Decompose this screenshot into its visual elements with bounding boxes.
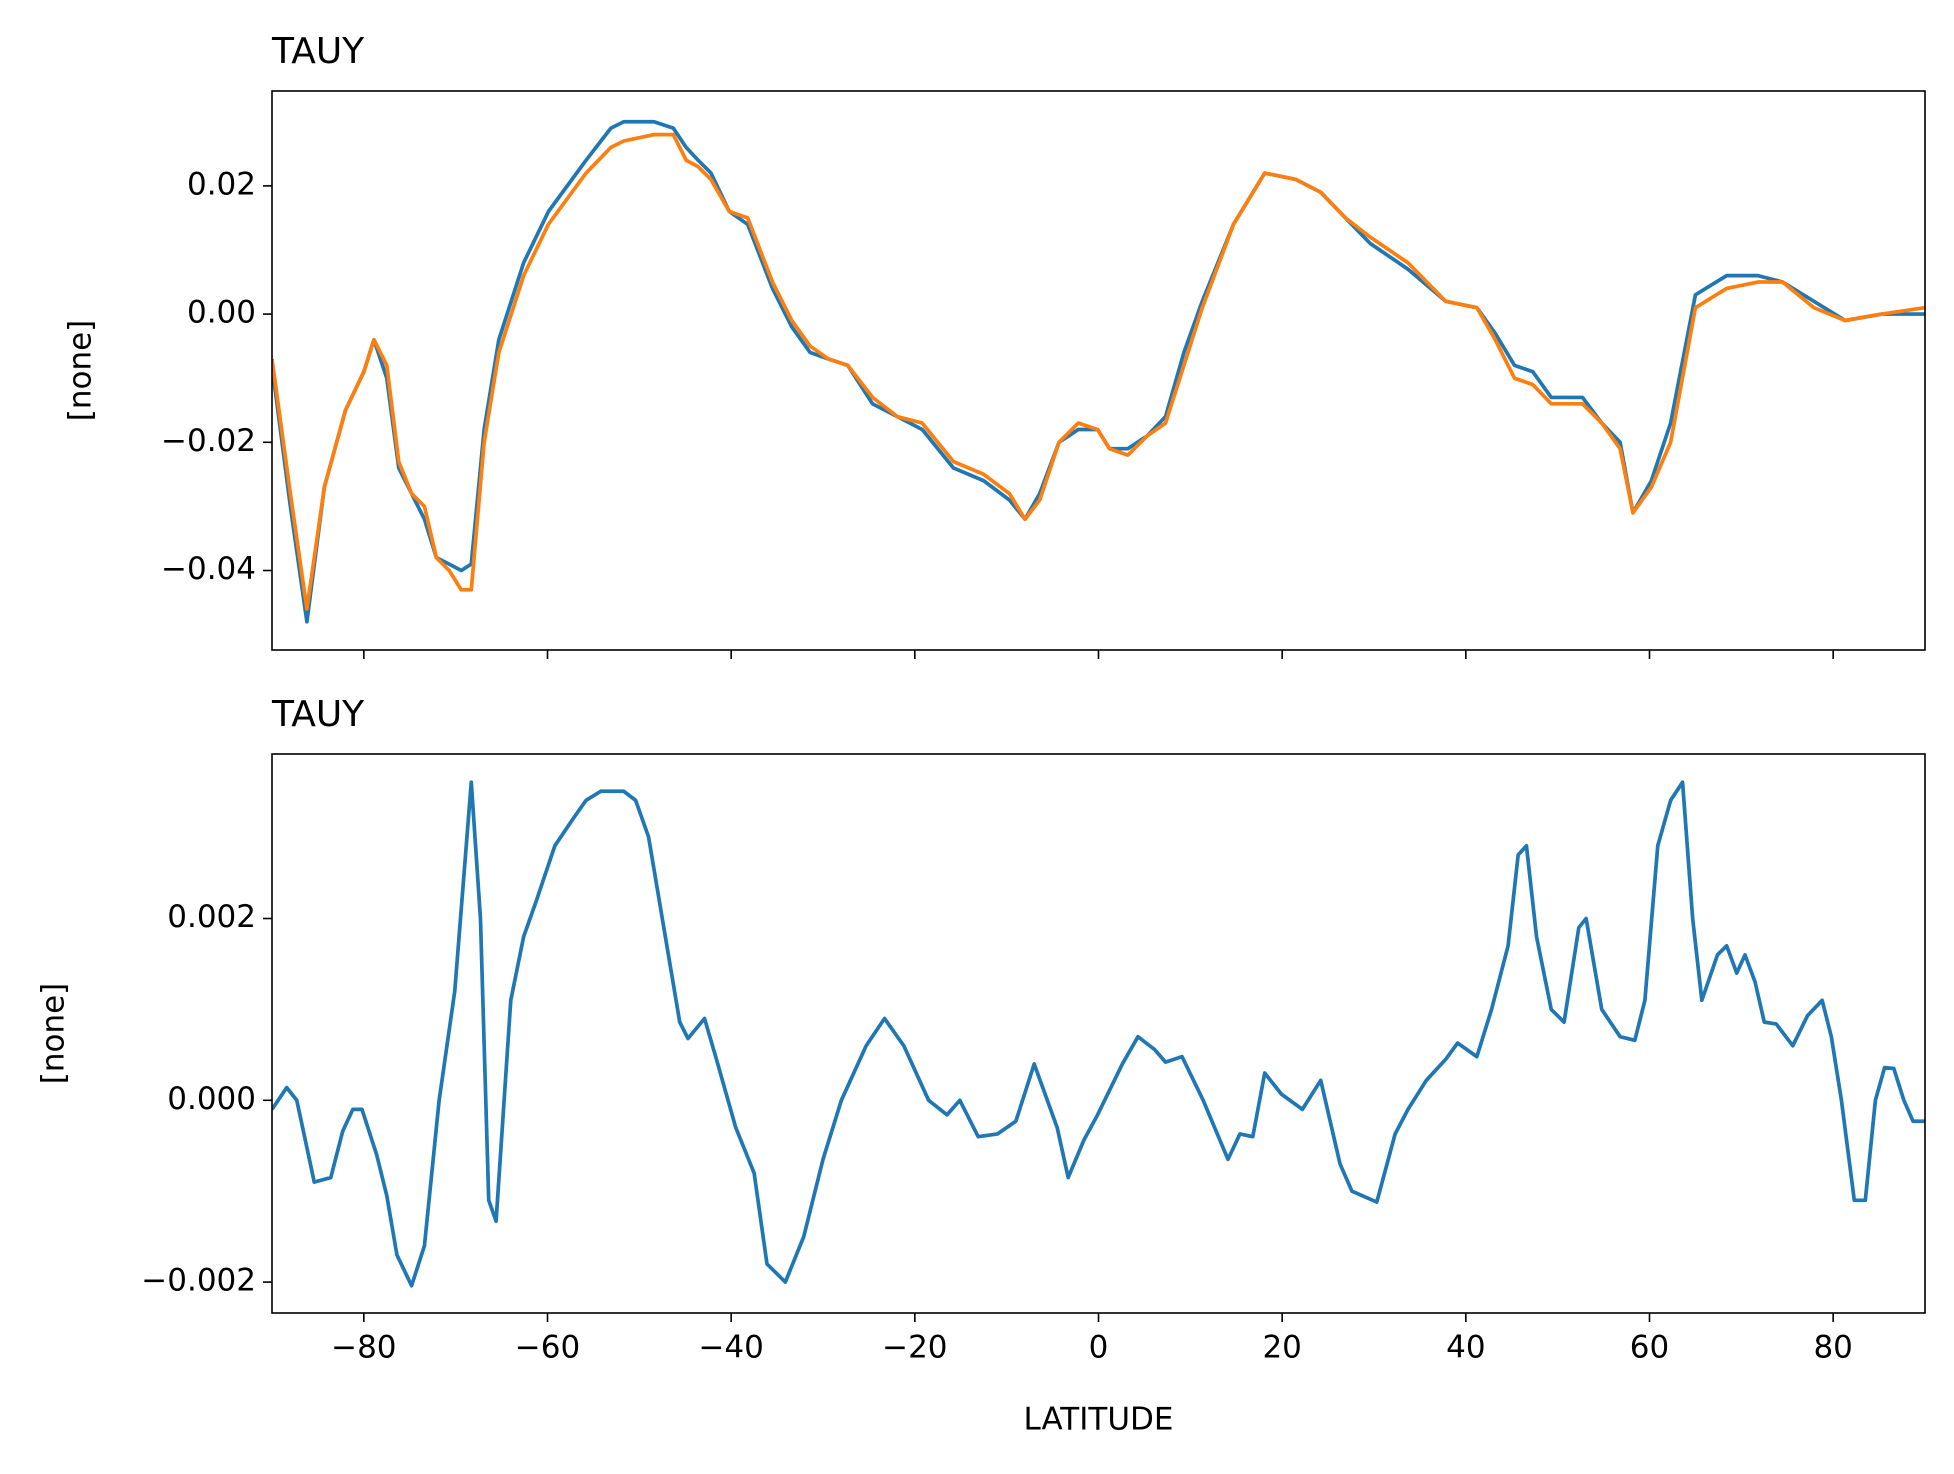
y-axis-label: [none]: [63, 320, 99, 422]
x-axis-label: LATITUDE: [1024, 1402, 1174, 1438]
x-tick-label: −40: [698, 1330, 763, 1366]
axes-frame: [271, 753, 1926, 1314]
x-tick-label: 80: [1813, 1330, 1852, 1366]
x-tick-label: 0: [1089, 1330, 1109, 1366]
y-axis-label: [none]: [36, 983, 72, 1085]
x-tick-label: −60: [515, 1330, 580, 1366]
y-tick-label: 0.00: [187, 295, 256, 331]
data-line: [272, 780, 1925, 1288]
y-tick-label: −0.02: [161, 423, 256, 459]
axes-title: TAUY: [271, 694, 365, 735]
y-tick-label: 0.000: [167, 1081, 256, 1117]
x-tick-label: −80: [331, 1330, 396, 1366]
axes-frame: [271, 90, 1926, 651]
x-tick-label: 20: [1262, 1330, 1301, 1366]
y-tick-label: −0.04: [161, 551, 256, 587]
data-line: [272, 132, 1925, 611]
y-tick-label: 0.002: [167, 899, 256, 935]
y-tick-label: 0.02: [187, 166, 256, 202]
axes-title: TAUY: [271, 31, 365, 72]
x-tick-label: −20: [882, 1330, 947, 1366]
y-tick-label: −0.002: [141, 1263, 256, 1299]
x-tick-label: 40: [1446, 1330, 1485, 1366]
x-tick-label: 60: [1630, 1330, 1669, 1366]
data-line: [272, 119, 1925, 624]
